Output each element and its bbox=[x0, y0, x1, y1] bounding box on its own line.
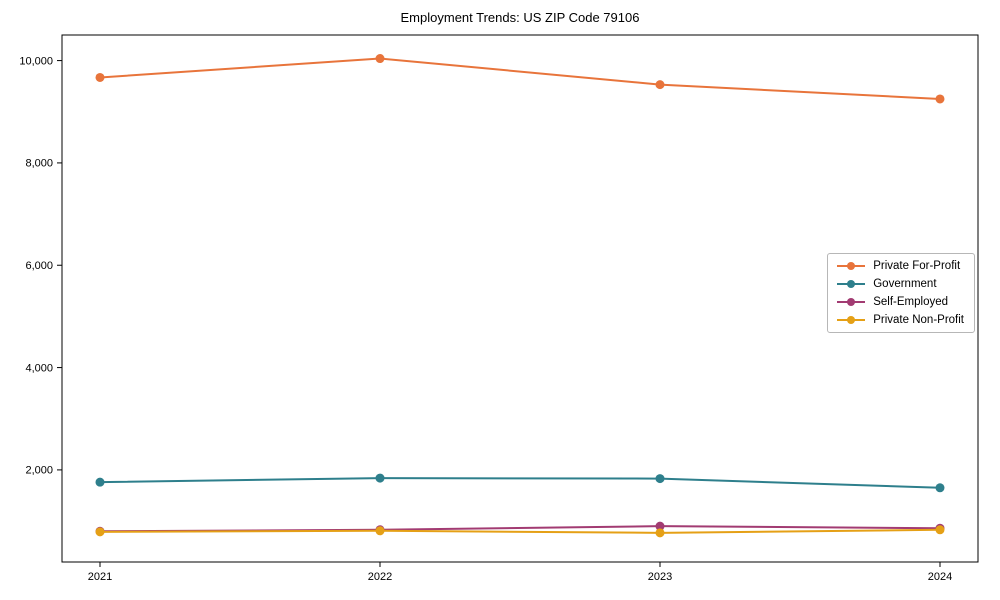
x-tick-label: 2022 bbox=[368, 571, 392, 583]
series-line-private-for-profit bbox=[99, 57, 941, 100]
series-marker-private-for-profit bbox=[95, 72, 105, 82]
legend-label: Private For-Profit bbox=[873, 260, 961, 272]
legend-item-private-non-profit: Private Non-Profit bbox=[836, 314, 964, 326]
x-tick-label: 2021 bbox=[88, 571, 112, 583]
series-marker-private-non-profit bbox=[95, 527, 105, 537]
legend-marker-private-non-profit bbox=[837, 316, 866, 324]
y-tick-label: 6,000 bbox=[25, 260, 53, 272]
y-tick-label: 8,000 bbox=[25, 158, 53, 170]
series-marker-self-employed bbox=[655, 521, 665, 531]
series-marker-private-for-profit bbox=[655, 80, 665, 90]
series-marker-private-for-profit bbox=[375, 54, 385, 64]
y-tick-label: 10,000 bbox=[19, 55, 53, 67]
legend-item-government: Government bbox=[836, 278, 964, 290]
legend: Private For-Profit Government Self-Employe… bbox=[827, 253, 975, 333]
legend-marker-self-employed bbox=[837, 298, 866, 306]
series-marker-private-non-profit bbox=[655, 528, 665, 538]
series-line-government bbox=[99, 477, 941, 489]
axes-frame bbox=[61, 34, 979, 563]
series-marker-private-non-profit bbox=[375, 526, 385, 536]
x-tick-label: 2023 bbox=[648, 571, 672, 583]
series-line-private-non-profit bbox=[99, 528, 941, 534]
x-tick-label: 2024 bbox=[928, 571, 952, 583]
series-marker-private-non-profit bbox=[935, 525, 945, 535]
legend-item-private-for-profit: Private For-Profit bbox=[836, 260, 964, 272]
y-tick-label: 4,000 bbox=[25, 362, 53, 374]
series-marker-government bbox=[95, 477, 105, 487]
series-marker-private-for-profit bbox=[935, 94, 945, 104]
legend-marker-private-for-profit bbox=[837, 262, 866, 270]
chart-title: Employment Trends: US ZIP Code 79106 bbox=[400, 10, 640, 25]
legend-label: Private Non-Profit bbox=[873, 314, 964, 326]
legend-label: Self-Employed bbox=[873, 296, 949, 308]
legend-marker-government bbox=[837, 280, 866, 288]
legend-label: Government bbox=[873, 278, 937, 290]
series-marker-government bbox=[375, 473, 385, 483]
legend-item-self-employed: Self-Employed bbox=[836, 296, 964, 308]
series-marker-government bbox=[935, 483, 945, 493]
y-tick-label: 2,000 bbox=[25, 465, 53, 477]
series-marker-government bbox=[655, 474, 665, 484]
